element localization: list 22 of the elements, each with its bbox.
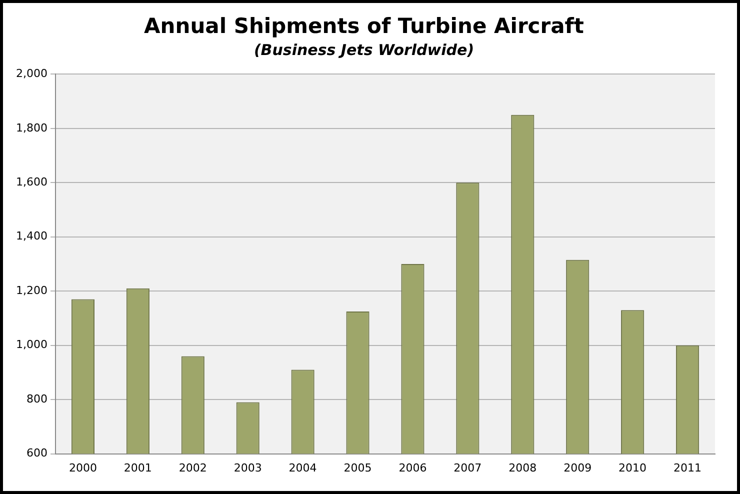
chart-title: Annual Shipments of Turbine Aircraft bbox=[144, 14, 584, 38]
x-tick-label: 2011 bbox=[674, 461, 702, 474]
x-tick-label: 2007 bbox=[454, 461, 482, 474]
x-tick-label: 2006 bbox=[398, 461, 427, 474]
x-tick-label: 2010 bbox=[618, 461, 647, 474]
x-tick-label: 2004 bbox=[288, 461, 317, 474]
y-tick-label: 800 bbox=[26, 392, 48, 406]
y-tick-label: 1,200 bbox=[16, 284, 48, 297]
y-tick-label: 1,800 bbox=[16, 121, 48, 134]
x-tick-label: 2002 bbox=[178, 461, 207, 474]
y-tick-label: 1,600 bbox=[16, 176, 48, 189]
y-tick-label: 1,400 bbox=[16, 230, 48, 243]
x-tick-label: 2003 bbox=[234, 461, 262, 474]
y-tick-label: 600 bbox=[26, 446, 48, 460]
chart-subtitle: (Business Jets Worldwide) bbox=[254, 41, 474, 60]
y-tick-label: 2,000 bbox=[16, 67, 48, 80]
x-tick-label: 2000 bbox=[68, 461, 97, 474]
x-tick-label: 2005 bbox=[344, 461, 372, 474]
y-tick-label: 1,000 bbox=[16, 338, 48, 352]
x-tick-label: 2009 bbox=[564, 461, 592, 474]
x-tick-label: 2001 bbox=[124, 461, 152, 474]
x-tick-label: 2008 bbox=[508, 461, 537, 474]
